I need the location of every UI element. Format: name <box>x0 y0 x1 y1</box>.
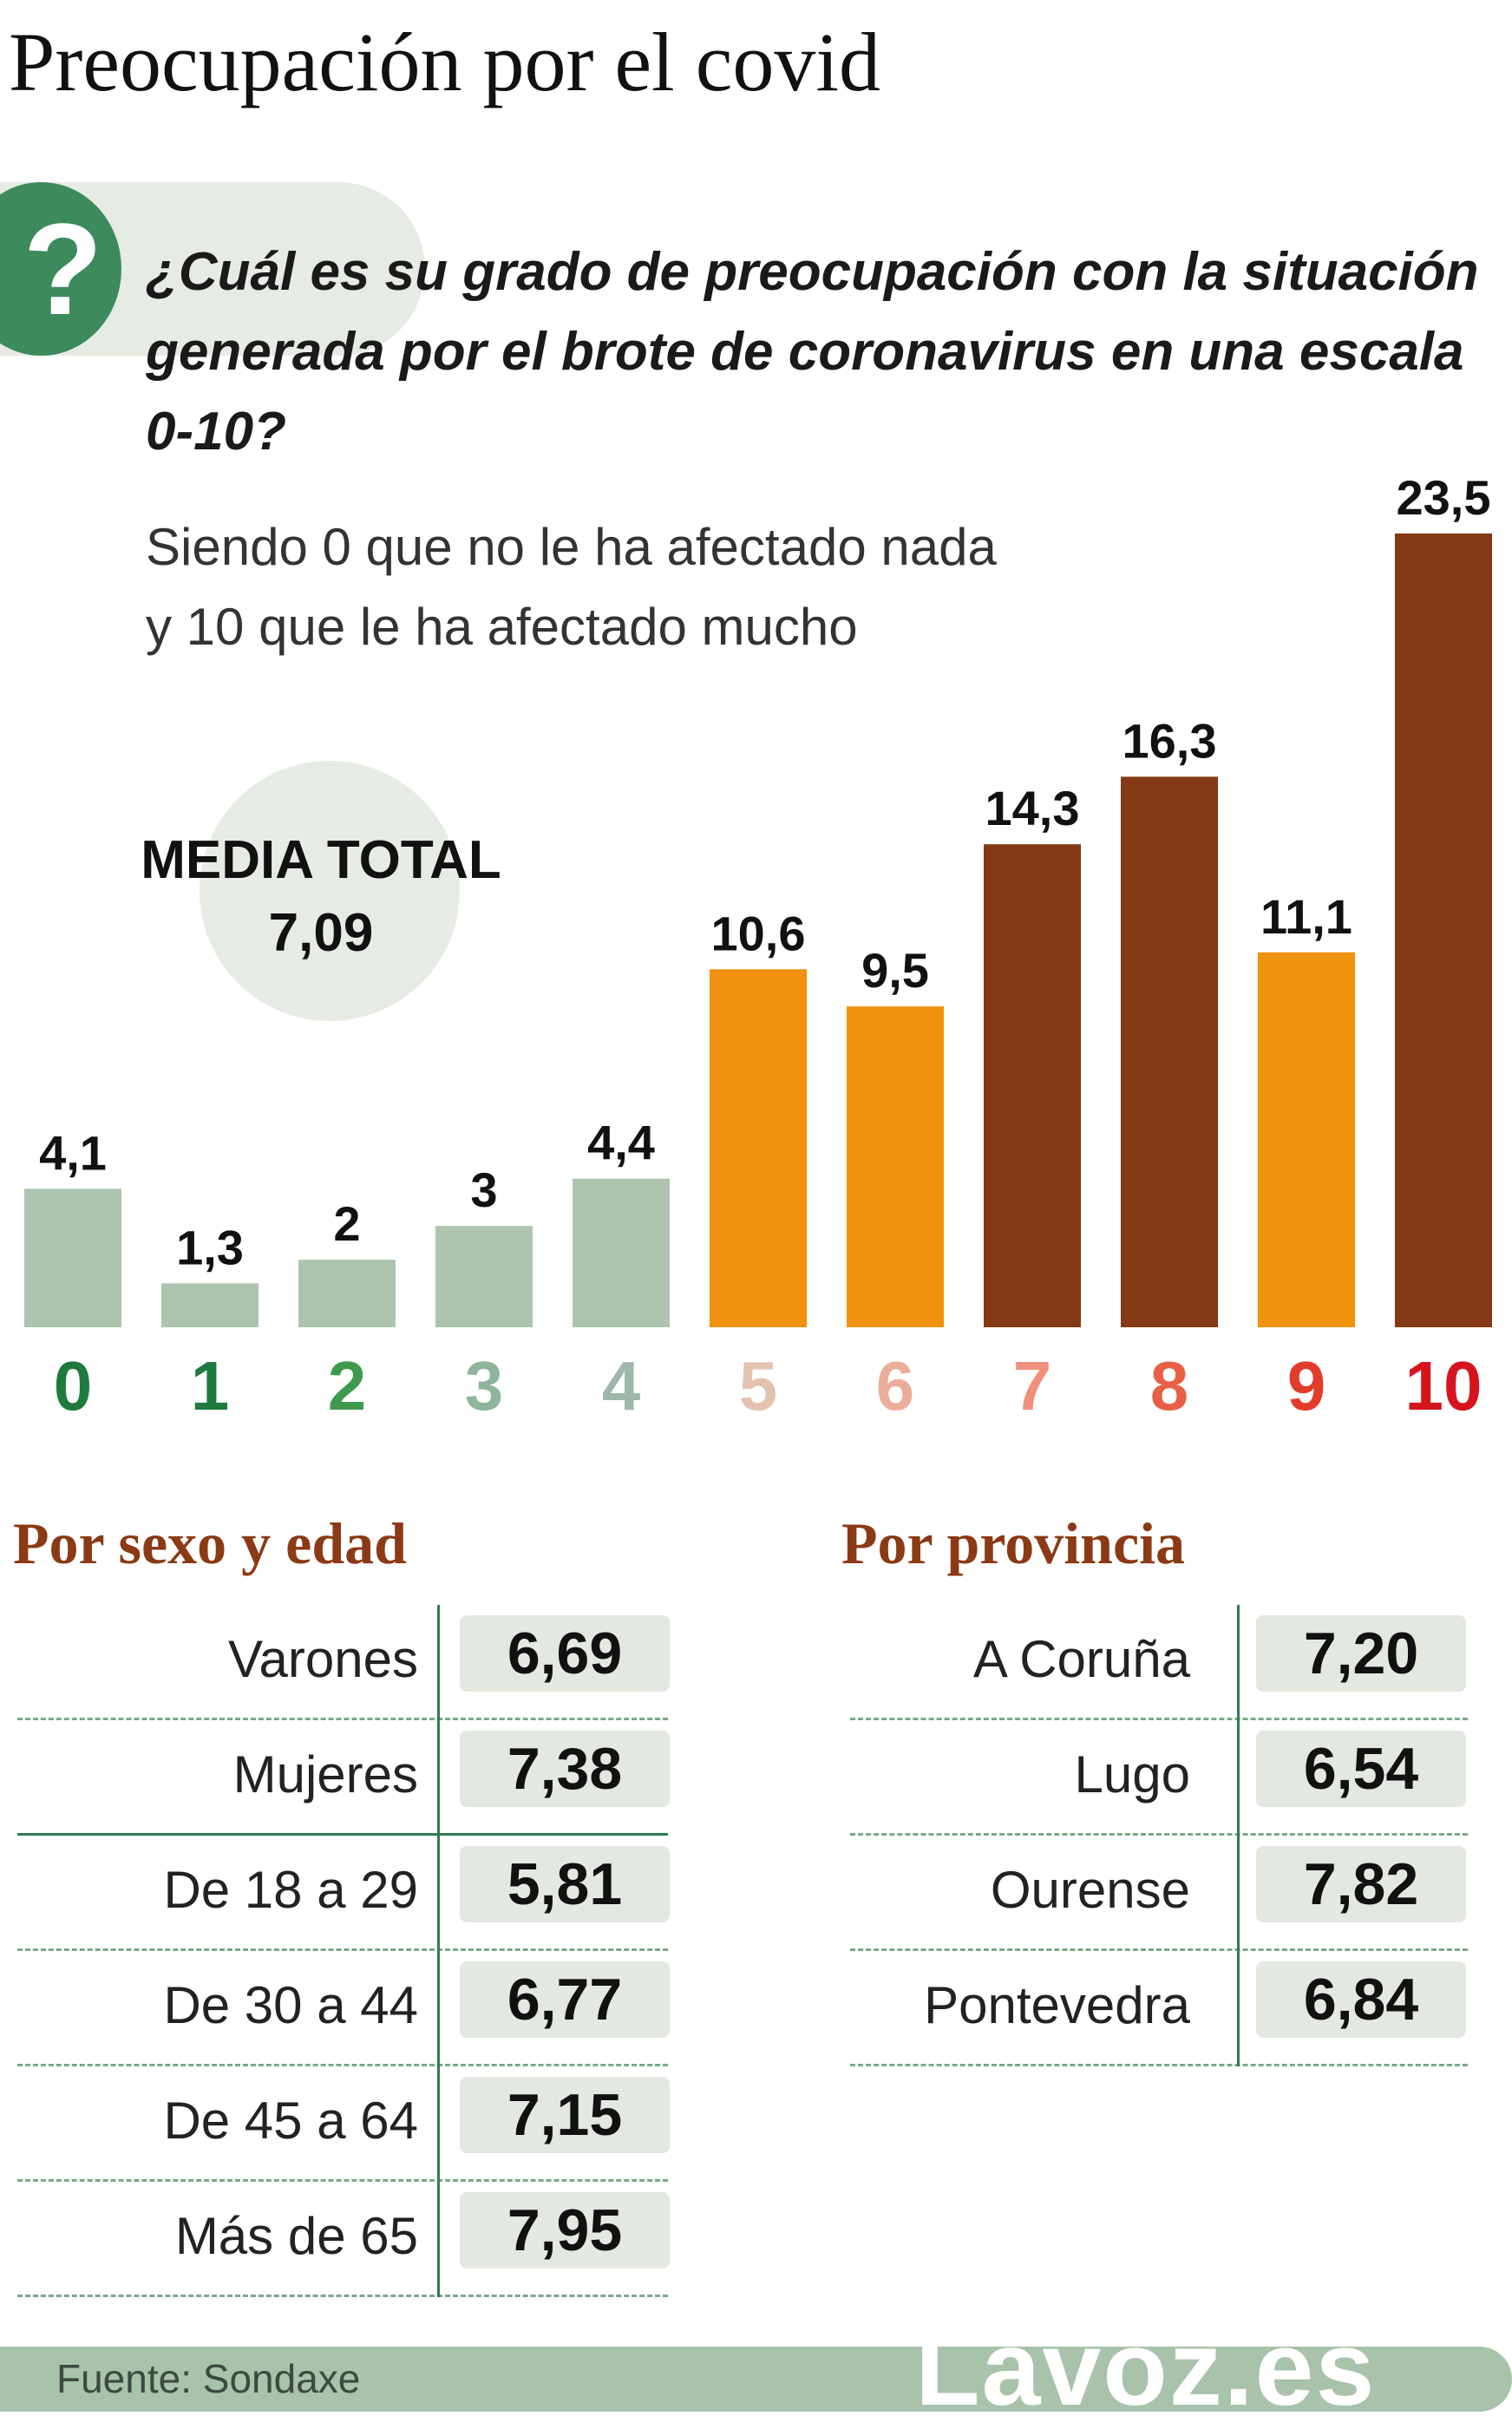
category-label-5: 5 <box>739 1347 778 1424</box>
category-label-8: 8 <box>1150 1347 1189 1424</box>
media-total-value: 7,09 <box>268 903 374 963</box>
source-note: Fuente: Sondaxe <box>56 2356 361 2401</box>
row-label: Mujeres <box>232 1745 418 1804</box>
table-row: Más de 65 7,95 <box>17 2182 670 2297</box>
category-label-2: 2 <box>328 1347 367 1424</box>
media-total: MEDIA TOTAL 7,09 <box>95 824 547 970</box>
question-mark-icon: ? <box>0 182 121 356</box>
row-separator <box>17 2064 668 2066</box>
row-separator <box>17 1718 668 1720</box>
row-label: De 45 a 64 <box>163 2092 418 2150</box>
bar-value-label-6: 9,5 <box>861 943 929 998</box>
sexo-edad-table: Varones 6,69 Mujeres 7,38 De 18 a 29 5,81 De 3… <box>17 1605 670 2297</box>
table-row: A Coruña 7,20 <box>850 1605 1468 1720</box>
media-total-label: MEDIA TOTAL <box>141 830 501 890</box>
table-row: Mujeres 7,38 <box>17 1720 670 1836</box>
survey-question: ¿Cuál es su grado de preocupación con la… <box>146 242 1479 462</box>
bar-7 <box>984 844 1081 1327</box>
row-value: 6,69 <box>460 1615 670 1692</box>
row-separator <box>850 1948 1468 1951</box>
row-value: 7,20 <box>1256 1615 1466 1692</box>
bar-1 <box>161 1283 259 1327</box>
scale-explanation-line1: Siendo 0 que no le ha afectado nada <box>146 518 997 576</box>
row-separator <box>850 2064 1468 2066</box>
category-label-6: 6 <box>876 1347 915 1424</box>
row-label: Ourense <box>990 1861 1190 1919</box>
brand-logo: Lavoz.es <box>915 2309 1377 2427</box>
category-label-9: 9 <box>1287 1347 1326 1424</box>
row-value: 6,54 <box>1256 1731 1466 1807</box>
table-row: De 45 a 64 7,15 <box>17 2066 670 2182</box>
row-value: 6,84 <box>1256 1961 1466 2038</box>
column-divider <box>1237 1605 1240 2066</box>
bar-9 <box>1258 952 1355 1327</box>
row-separator <box>17 2179 668 2182</box>
bar-value-label-9: 11,1 <box>1260 889 1352 944</box>
bar-value-label-2: 2 <box>333 1196 360 1251</box>
row-value: 7,38 <box>460 1731 670 1807</box>
bar-10 <box>1395 534 1492 1327</box>
row-value: 6,77 <box>460 1961 670 2038</box>
row-label: De 30 a 44 <box>163 1976 418 2034</box>
media-total-badge <box>200 761 460 1021</box>
footer-band <box>0 2347 1512 2412</box>
bar-2 <box>298 1260 396 1327</box>
row-value: 7,95 <box>460 2192 670 2269</box>
bar-value-label-4: 4,4 <box>587 1116 655 1170</box>
row-value: 5,81 <box>460 1846 670 1922</box>
provincia-title: Por provincia <box>841 1510 1186 1576</box>
bar-value-label-7: 14,3 <box>985 781 1080 835</box>
row-label: De 18 a 29 <box>163 1861 418 1919</box>
bar-8 <box>1121 776 1218 1327</box>
table-row: De 18 a 29 5,81 <box>17 1836 670 1951</box>
sexo-edad-title: Por sexo y edad <box>13 1510 407 1576</box>
row-value: 7,15 <box>460 2077 670 2153</box>
row-separator <box>17 1948 668 1951</box>
provincia-table: A Coruña 7,20 Lugo 6,54 Ourense 7,82 Pontevedr… <box>850 1605 1468 2066</box>
bar-value-label-0: 4,1 <box>39 1125 107 1180</box>
row-value: 7,82 <box>1256 1846 1466 1922</box>
bar-chart: 4,1 0 1,3 1 2 2 3 3 4,4 4 10,6 5 9,5 6 14,3 7 16,3 8 11,1 9… <box>24 470 1492 1424</box>
category-label-0: 0 <box>54 1347 93 1424</box>
scale-explanation: Siendo 0 que no le ha afectado nada y 10… <box>146 507 1273 667</box>
bar-value-label-5: 10,6 <box>711 906 806 960</box>
bar-4 <box>573 1178 670 1327</box>
row-separator <box>17 1833 668 1836</box>
bar-6 <box>847 1006 944 1327</box>
row-label: A Coruña <box>972 1630 1190 1688</box>
scale-explanation-line2: y 10 que le ha afectado mucho <box>146 598 858 656</box>
row-label: Pontevedra <box>924 1976 1190 2034</box>
category-label-1: 1 <box>191 1347 230 1424</box>
bar-5 <box>710 969 807 1327</box>
bar-value-label-8: 16,3 <box>1123 713 1217 768</box>
category-label-10: 10 <box>1405 1347 1483 1424</box>
bar-value-label-1: 1,3 <box>176 1220 244 1274</box>
table-row: Pontevedra 6,84 <box>850 1951 1468 2066</box>
bar-3 <box>435 1226 533 1327</box>
category-label-4: 4 <box>602 1347 641 1424</box>
table-row: De 30 a 44 6,77 <box>17 1951 670 2066</box>
table-row: Varones 6,69 <box>17 1605 670 1720</box>
table-row: Lugo 6,54 <box>850 1720 1468 1836</box>
category-label-3: 3 <box>465 1347 504 1424</box>
page-title: Preocupación por el covid <box>9 16 880 108</box>
category-label-7: 7 <box>1013 1347 1052 1424</box>
bar-0 <box>24 1188 121 1327</box>
bar-value-label-10: 23,5 <box>1397 470 1491 525</box>
table-row: Ourense 7,82 <box>850 1836 1468 1951</box>
column-divider <box>437 1605 440 2297</box>
row-label: Lugo <box>1074 1745 1190 1804</box>
bar-value-label-3: 3 <box>470 1162 497 1217</box>
row-separator <box>17 2295 668 2297</box>
row-label: Más de 65 <box>174 2207 418 2265</box>
row-label: Varones <box>227 1630 418 1688</box>
row-separator <box>850 1833 1468 1836</box>
row-separator <box>850 1718 1468 1720</box>
